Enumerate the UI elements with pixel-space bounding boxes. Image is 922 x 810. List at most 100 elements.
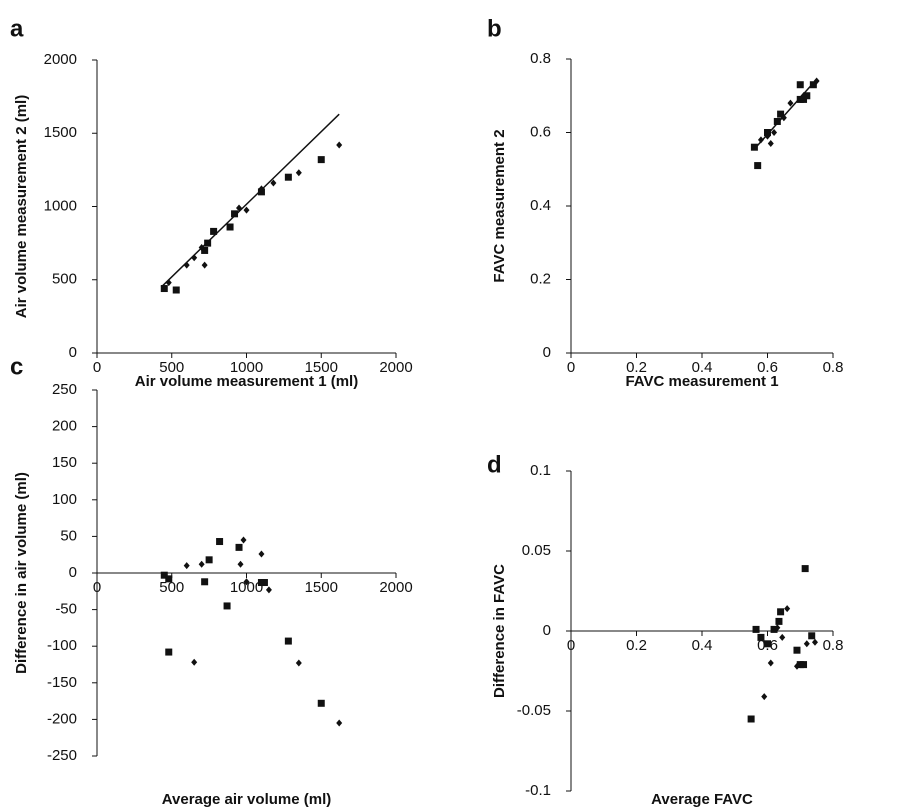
diamond-point: [258, 550, 265, 558]
y-tick-label: -150: [47, 674, 77, 691]
x-tick-label: 0.6: [757, 359, 778, 376]
diamond-point: [258, 185, 265, 193]
x-tick-label: 0.4: [692, 359, 713, 376]
diamond-point: [183, 261, 190, 269]
panel-label: c: [10, 353, 23, 380]
y-tick-label: 250: [52, 381, 77, 398]
x-tick-label: 0.2: [626, 359, 647, 376]
diamond-point: [243, 206, 250, 214]
square-point: [801, 565, 809, 573]
square-point: [231, 210, 239, 218]
diamond-point: [165, 279, 172, 287]
diamond-point: [761, 693, 768, 701]
square-point: [317, 156, 325, 164]
square-point: [809, 81, 817, 89]
y-tick-label: 2000: [44, 51, 77, 68]
square-point: [773, 117, 781, 125]
diamond-point: [336, 719, 343, 727]
square-point: [752, 625, 760, 633]
y-tick-label: 1000: [44, 197, 77, 214]
y-axis-title: FAVC measurement 2: [491, 129, 508, 282]
y-tick-label: 0.6: [530, 123, 551, 140]
y-tick-label: 0: [69, 344, 77, 361]
diamond-point: [243, 578, 250, 586]
square-point: [235, 543, 243, 551]
diamond-point: [757, 136, 764, 144]
diamond-point: [787, 99, 794, 107]
square-point: [204, 239, 212, 247]
diamond-point: [265, 586, 272, 594]
square-point: [210, 227, 218, 235]
square-point: [808, 632, 816, 640]
diamond-point: [771, 129, 778, 136]
square-point: [796, 81, 804, 89]
y-axis-title: Difference in FAVC: [491, 564, 508, 698]
y-tick-label: 0.1: [530, 462, 551, 479]
square-point: [160, 571, 168, 579]
x-axis-title: Average FAVC: [651, 791, 753, 808]
y-tick-label: 1500: [44, 124, 77, 141]
diamond-point: [201, 261, 208, 269]
diamond-point: [191, 658, 198, 666]
x-tick-label: 0.2: [626, 637, 647, 654]
y-tick-label: 50: [60, 527, 77, 544]
square-point: [172, 286, 180, 294]
square-point: [800, 95, 808, 103]
x-axis-title: Air volume measurement 1 (ml): [135, 373, 358, 390]
y-tick-label: 0.2: [530, 270, 551, 287]
diamond-point: [295, 659, 302, 667]
diamond-point: [793, 662, 800, 670]
x-tick-label: 1000: [230, 359, 263, 376]
x-tick-label: 500: [159, 359, 184, 376]
square-point: [317, 699, 325, 707]
diamond-point: [800, 92, 807, 100]
square-point: [165, 575, 173, 583]
x-axis-title: Average air volume (ml): [162, 791, 332, 808]
square-point: [777, 110, 785, 118]
x-tick-label: 1500: [305, 579, 338, 596]
diamond-point: [774, 624, 781, 632]
y-axis-title: Air volume measurement 2 (ml): [13, 95, 30, 318]
trendline: [753, 78, 818, 150]
diamond-point: [813, 77, 820, 85]
diamond-point: [237, 560, 244, 568]
diamond-point: [336, 141, 343, 149]
x-tick-label: 2000: [379, 359, 412, 376]
square-point: [800, 661, 808, 669]
y-tick-label: 0.8: [530, 50, 551, 67]
square-point: [223, 602, 231, 610]
square-point: [260, 579, 268, 587]
y-tick-label: -250: [47, 747, 77, 764]
x-tick-label: 0.8: [823, 359, 844, 376]
trendline: [160, 113, 340, 288]
square-point: [284, 173, 292, 181]
square-point: [777, 608, 785, 616]
diamond-point: [780, 114, 787, 122]
diamond-point: [183, 562, 190, 570]
panel-label: a: [10, 15, 24, 42]
square-point: [775, 617, 783, 625]
y-tick-label: 100: [52, 491, 77, 508]
y-tick-label: 150: [52, 454, 77, 471]
x-tick-label: 0: [93, 579, 101, 596]
square-point: [803, 92, 811, 100]
square-point: [764, 129, 771, 136]
square-point: [754, 162, 762, 170]
x-tick-label: 500: [159, 579, 184, 596]
y-tick-label: -0.1: [525, 782, 551, 799]
diamond-point: [767, 140, 774, 148]
diamond-point: [198, 560, 205, 568]
x-tick-label: 1500: [305, 359, 338, 376]
y-tick-label: -200: [47, 710, 77, 727]
square-point: [201, 578, 209, 586]
square-point: [793, 646, 801, 654]
x-axis-title: FAVC measurement 1: [625, 373, 778, 390]
square-point: [216, 538, 224, 546]
diamond-point: [767, 659, 774, 667]
y-tick-label: 0: [543, 622, 551, 639]
y-tick-label: 0.05: [522, 542, 551, 559]
y-tick-label: -50: [55, 601, 77, 618]
diamond-point: [295, 169, 302, 177]
